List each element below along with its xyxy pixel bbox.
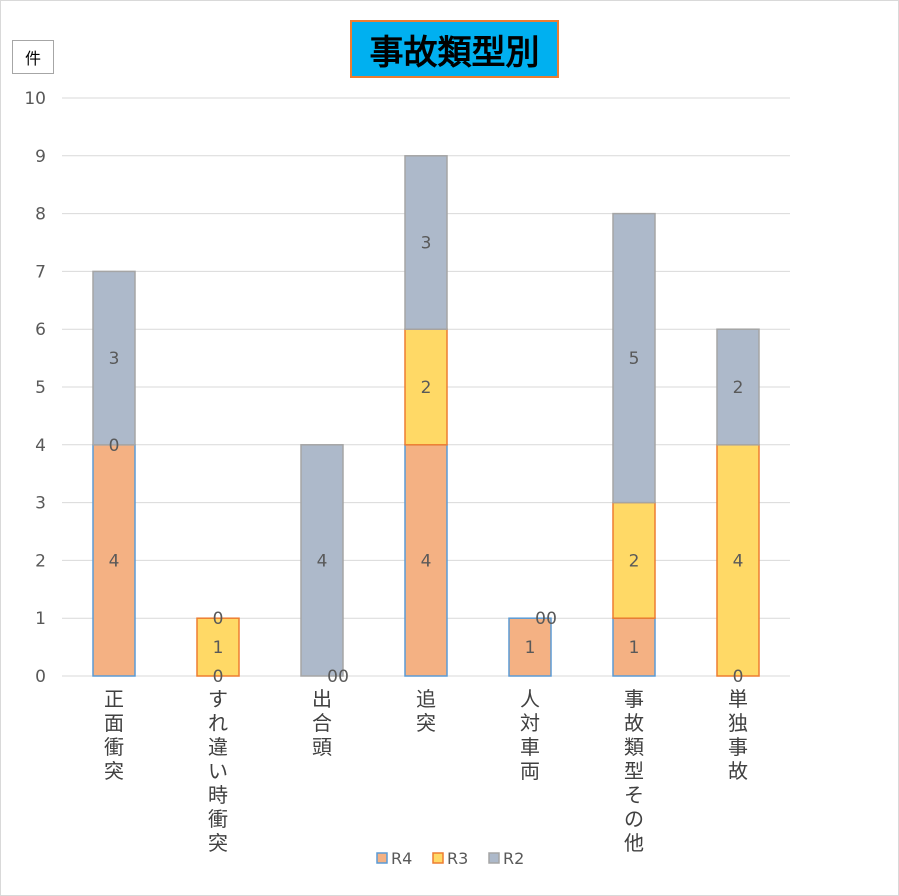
legend-label-r3: R3: [447, 849, 468, 868]
x-axis-categories: 正面衝突 すれ違い時衝突 出合頭 追突 人対車両 事故類型その他 単独事故: [104, 687, 748, 855]
y-tick-label: 10: [24, 89, 46, 109]
bar-segment-r2: [716, 328, 760, 446]
data-label-r2: 2: [733, 378, 744, 398]
data-label-r4: 1: [629, 638, 640, 658]
data-label-r4: 4: [421, 551, 432, 571]
chart-title: 事故類型別: [350, 20, 559, 78]
data-label-r3: 0: [109, 436, 120, 456]
legend-swatch-r4: [376, 852, 388, 864]
data-label-r3: 0: [535, 609, 546, 629]
x-category-label: 追突: [416, 687, 436, 735]
x-category-label: 人対車両: [520, 687, 540, 783]
y-tick-label: 3: [35, 494, 46, 514]
x-category-label: 正面衝突: [104, 687, 124, 783]
y-tick-label: 2: [35, 551, 46, 571]
bar-segment-r2: [92, 270, 136, 446]
x-category-label: 単独事故: [728, 687, 748, 783]
y-tick-label: 7: [35, 262, 46, 282]
data-label-r4: 1: [525, 638, 536, 658]
legend-swatch-r3: [432, 852, 444, 864]
data-label-r3: 1: [213, 638, 224, 658]
data-label-r4: 0: [213, 667, 224, 687]
data-label-r4: 4: [109, 551, 120, 571]
legend-label-r4: R4: [391, 849, 412, 868]
y-tick-label: 9: [35, 147, 46, 167]
x-category-label: すれ違い時衝突: [208, 687, 228, 855]
data-label-r2: 4: [317, 551, 328, 571]
y-tick-label: 8: [35, 205, 46, 225]
data-label-r3: 2: [629, 551, 640, 571]
y-tick-label: 4: [35, 436, 46, 456]
y-tick-label: 6: [35, 320, 46, 340]
data-label-r2: 0: [546, 609, 557, 629]
y-tick-label: 1: [35, 609, 46, 629]
bar-segment-r4: [404, 444, 448, 677]
y-tick-label: 0: [35, 667, 46, 687]
legend: R4 R3 R2: [376, 849, 524, 868]
data-label-r2: 5: [629, 349, 640, 369]
data-label-r2: 3: [109, 349, 120, 369]
bar-segment-r4: [508, 617, 552, 677]
x-category-label: 出合頭: [312, 687, 332, 759]
data-label-r3: 2: [421, 378, 432, 398]
bars: [92, 155, 760, 677]
x-category-label: 事故類型その他: [624, 687, 644, 855]
data-label-r2: 0: [213, 609, 224, 629]
data-label-r2: 3: [421, 234, 432, 254]
bar-segment-r3: [196, 617, 240, 677]
bar-segment-r3: [716, 444, 760, 677]
data-label-r4: 0: [327, 667, 338, 687]
data-label-r3: 0: [338, 667, 349, 687]
data-label-r4: 0: [733, 667, 744, 687]
bar-segment-r2: [612, 212, 656, 504]
legend-swatch-r2: [488, 852, 500, 864]
data-label-r3: 4: [733, 551, 744, 571]
y-tick-label: 5: [35, 378, 46, 398]
legend-label-r2: R2: [503, 849, 524, 868]
bar-segment-r2: [300, 444, 344, 677]
y-axis-ticks: 0 1 2 3 4 5 6 7 8 9 10: [24, 89, 46, 687]
bar-segment-r3: [404, 328, 448, 446]
y-axis-unit-label: 件: [12, 40, 54, 74]
bar-segment-r2: [404, 155, 448, 330]
